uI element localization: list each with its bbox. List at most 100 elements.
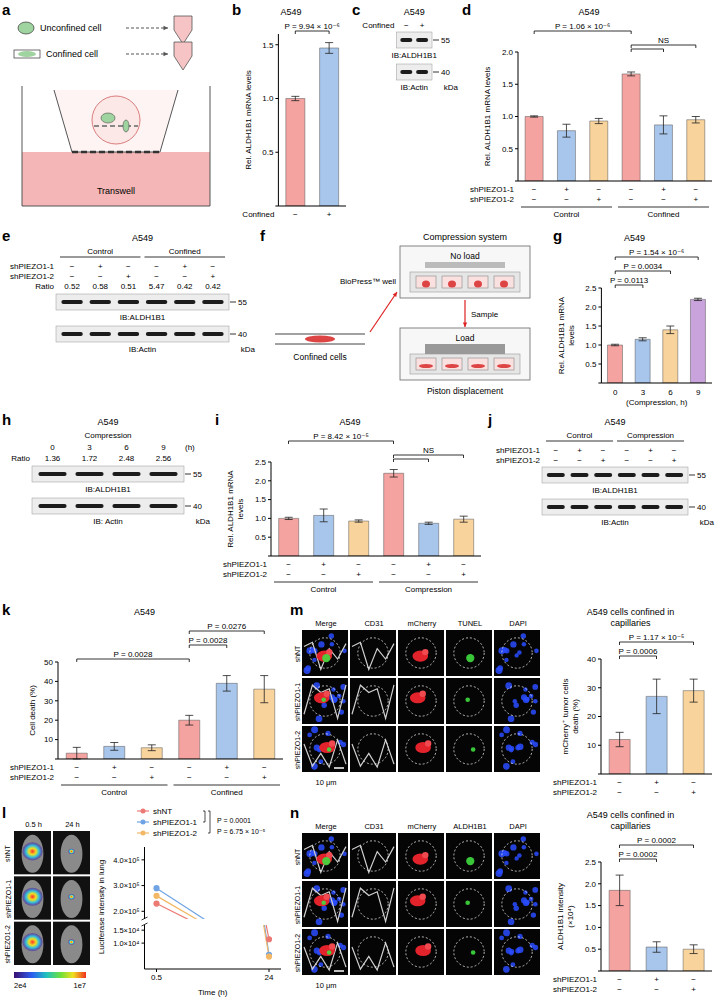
svg-text:shPIEZO1-2: shPIEZO1-2 xyxy=(294,731,301,770)
svg-text:−: − xyxy=(262,763,267,772)
svg-text:2.5: 2.5 xyxy=(585,284,597,293)
svg-text:(Compression, h): (Compression, h) xyxy=(626,398,688,407)
svg-text:mCherry: mCherry xyxy=(408,822,437,831)
svg-text:−: − xyxy=(154,262,159,271)
svg-text:−: − xyxy=(182,272,187,281)
svg-text:P = 8.42 × 10⁻⁵: P = 8.42 × 10⁻⁵ xyxy=(313,432,368,441)
svg-text:−: − xyxy=(187,763,192,772)
svg-text:shPIEZO1-2: shPIEZO1-2 xyxy=(294,934,301,973)
svg-text:40: 40 xyxy=(587,655,596,664)
svg-text:40: 40 xyxy=(697,503,706,512)
svg-text:No load: No load xyxy=(450,251,480,261)
svg-text:10 μm: 10 μm xyxy=(316,981,337,990)
svg-text:−: − xyxy=(224,773,229,782)
svg-text:P = 0.0002: P = 0.0002 xyxy=(619,850,658,859)
svg-text:shPIEZO1-2: shPIEZO1-2 xyxy=(496,456,541,465)
svg-text:shPIEZO1-1: shPIEZO1-1 xyxy=(553,975,598,984)
svg-text:IB:ALDH1B1: IB:ALDH1B1 xyxy=(592,486,638,495)
svg-text:30: 30 xyxy=(587,684,596,693)
svg-text:0.5: 0.5 xyxy=(502,145,514,154)
svg-text:24: 24 xyxy=(265,973,274,982)
svg-text:−: − xyxy=(70,262,75,271)
svg-text:1.0: 1.0 xyxy=(585,923,597,932)
svg-text:Confined cell: Confined cell xyxy=(46,49,98,59)
svg-text:2.0: 2.0 xyxy=(255,477,267,486)
svg-text:1.5: 1.5 xyxy=(585,322,597,331)
svg-text:1.5: 1.5 xyxy=(502,80,514,89)
svg-text:1.5×10⁴: 1.5×10⁴ xyxy=(113,926,139,935)
svg-text:Ratio: Ratio xyxy=(35,282,54,291)
svg-text:+: + xyxy=(672,456,677,465)
svg-text:Control: Control xyxy=(567,431,593,440)
svg-text:−: − xyxy=(661,195,666,204)
svg-text:Rel. ALDH1B1 mRNA: Rel. ALDH1B1 mRNA xyxy=(226,470,235,548)
svg-text:P = 0.0001: P = 0.0001 xyxy=(217,817,251,824)
svg-text:−: − xyxy=(691,778,696,787)
svg-text:−: − xyxy=(601,446,606,455)
svg-text:+: + xyxy=(691,985,696,994)
svg-text:shPIEZO1-2: shPIEZO1-2 xyxy=(223,570,268,579)
svg-text:+: + xyxy=(564,185,569,194)
svg-text:ALDH1B1: ALDH1B1 xyxy=(453,822,486,831)
svg-text:Compression: Compression xyxy=(84,431,131,440)
svg-text:Confined: Confined xyxy=(211,788,243,797)
svg-text:10: 10 xyxy=(587,741,596,750)
svg-text:0.42: 0.42 xyxy=(205,282,221,291)
svg-text:Unconfined cell: Unconfined cell xyxy=(40,23,102,33)
svg-text:10 μm: 10 μm xyxy=(316,778,337,787)
svg-text:0.5: 0.5 xyxy=(585,360,597,369)
svg-text:shNT: shNT xyxy=(153,807,172,816)
svg-text:2.0: 2.0 xyxy=(502,48,514,57)
svg-text:4.0×10⁵: 4.0×10⁵ xyxy=(113,856,139,865)
svg-text:−: − xyxy=(426,570,431,579)
svg-text:1.5: 1.5 xyxy=(262,41,274,50)
svg-text:P = 1.54 × 10⁻⁶: P = 1.54 × 10⁻⁶ xyxy=(629,248,684,257)
svg-text:Cell death (%): Cell death (%) xyxy=(28,685,37,736)
svg-text:40: 40 xyxy=(193,502,202,511)
svg-text:−: − xyxy=(617,975,622,984)
svg-text:+: + xyxy=(693,195,698,204)
svg-text:2.5: 2.5 xyxy=(255,458,267,467)
svg-text:−: − xyxy=(286,570,291,579)
svg-text:−: − xyxy=(74,773,79,782)
svg-text:TUNEL: TUNEL xyxy=(458,619,483,628)
svg-text:5.47: 5.47 xyxy=(149,282,165,291)
svg-text:P = 9.94 × 10⁻⁶: P = 9.94 × 10⁻⁶ xyxy=(284,22,339,31)
svg-text:A549: A549 xyxy=(134,607,155,617)
svg-text:−: − xyxy=(391,560,396,569)
svg-text:−: − xyxy=(648,456,653,465)
svg-text:P = 0.0006: P = 0.0006 xyxy=(619,647,658,656)
svg-text:+: + xyxy=(211,272,216,281)
svg-text:40: 40 xyxy=(238,330,247,339)
svg-text:P = 0.0028: P = 0.0028 xyxy=(189,636,228,645)
svg-text:+: + xyxy=(420,21,425,30)
svg-text:2.0: 2.0 xyxy=(585,303,597,312)
svg-text:kDa: kDa xyxy=(700,518,715,527)
svg-text:Rel. ALDH1B1 mRNA levels: Rel. ALDH1B1 mRNA levels xyxy=(483,67,492,167)
svg-text:A549: A549 xyxy=(578,7,599,17)
svg-text:1.5: 1.5 xyxy=(255,495,267,504)
svg-text:NS: NS xyxy=(423,446,434,455)
svg-text:40: 40 xyxy=(441,68,450,77)
svg-text:Piston displacement: Piston displacement xyxy=(427,386,504,396)
svg-text:Control: Control xyxy=(87,247,113,256)
svg-text:Rel. ALDH1B1 mRNA levels: Rel. ALDH1B1 mRNA levels xyxy=(244,70,253,170)
svg-text:shPIEZO1-1: shPIEZO1-1 xyxy=(470,185,515,194)
svg-text:Merge: Merge xyxy=(315,619,336,628)
svg-text:−: − xyxy=(112,773,117,782)
svg-text:Confined: Confined xyxy=(362,21,394,30)
svg-text:Ratio: Ratio xyxy=(11,454,30,463)
svg-text:+: + xyxy=(262,773,267,782)
svg-text:+: + xyxy=(654,975,659,984)
svg-text:50: 50 xyxy=(44,658,53,667)
svg-text:kDa: kDa xyxy=(196,517,211,526)
svg-text:IB:Actin: IB:Actin xyxy=(400,83,428,92)
svg-text:shNT: shNT xyxy=(294,848,301,865)
svg-text:−: − xyxy=(577,456,582,465)
svg-text:0.5: 0.5 xyxy=(255,533,267,542)
svg-text:shPIEZO1-1: shPIEZO1-1 xyxy=(10,262,55,271)
svg-text:−: − xyxy=(404,21,409,30)
svg-text:24 h: 24 h xyxy=(65,820,80,829)
svg-text:−: − xyxy=(293,210,298,219)
svg-text:+: + xyxy=(661,185,666,194)
